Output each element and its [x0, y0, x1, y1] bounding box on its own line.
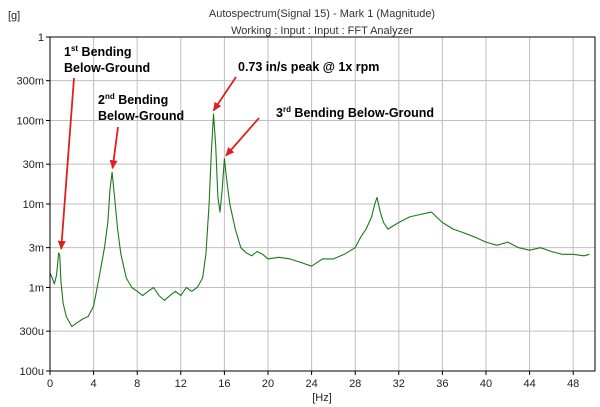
annotation-label: 1st Bending Below-Ground: [64, 44, 150, 75]
x-tick-label: 36: [436, 378, 448, 390]
x-tick-labels: 0 4 8 12 16 20 24 28 32 36 40 44 48: [47, 378, 579, 390]
y-axis-label: [g]: [8, 10, 20, 22]
x-tick-label: 40: [480, 378, 492, 390]
y-tick-label: 300m: [16, 76, 44, 88]
x-tick-label: 48: [567, 378, 579, 390]
annotations-group: 1st Bending Below-Ground 2nd Bending Below-…: [57, 44, 434, 250]
plot-frame: [49, 36, 596, 372]
y-tick-labels: 1 300m 100m 30m 10m 3m 1m 300u 100u: [16, 32, 44, 378]
y-tick-label: 300u: [20, 326, 44, 338]
annotation-arrow: [212, 76, 237, 112]
x-tick-label: 4: [91, 378, 97, 390]
annotation-arrow: [109, 126, 119, 170]
y-tick-label: 100m: [16, 116, 44, 128]
spectrum-series-line: [49, 113, 590, 328]
annotation-label: 2nd Bending Below-Ground: [98, 92, 184, 123]
chart-subtitle: Working : Input : Input : FFT Analyzer: [231, 25, 413, 37]
x-tick-label: 24: [305, 378, 317, 390]
annotation-label: 3rd Bending Below-Ground: [276, 105, 434, 120]
y-tick-label: 10m: [23, 199, 44, 211]
annotation-arrow: [57, 77, 75, 250]
y-tick-label: 3m: [29, 243, 44, 255]
annotation-label: 0.73 in/s peak @ 1x rpm: [238, 60, 379, 74]
x-tick-label: 32: [393, 378, 405, 390]
x-tick-label: 44: [523, 378, 535, 390]
y-tick-label: 1: [38, 32, 44, 44]
y-tick-label: 1m: [29, 283, 44, 295]
y-tick-label: 100u: [20, 366, 44, 378]
x-tick-label: 28: [349, 378, 361, 390]
series-group: [49, 113, 590, 328]
x-tick-label: 16: [218, 378, 230, 390]
x-tick-label: 8: [134, 378, 140, 390]
annotation-arrow: [225, 117, 260, 157]
x-tick-label: 12: [175, 378, 187, 390]
chart-title: Autospectrum(Signal 15) - Mark 1 (Magnit…: [209, 8, 435, 20]
grid-lines: [46, 36, 595, 375]
x-axis-label: [Hz]: [312, 392, 332, 404]
x-tick-label: 20: [262, 378, 274, 390]
x-tick-label: 0: [47, 378, 53, 390]
y-tick-label: 30m: [23, 159, 44, 171]
